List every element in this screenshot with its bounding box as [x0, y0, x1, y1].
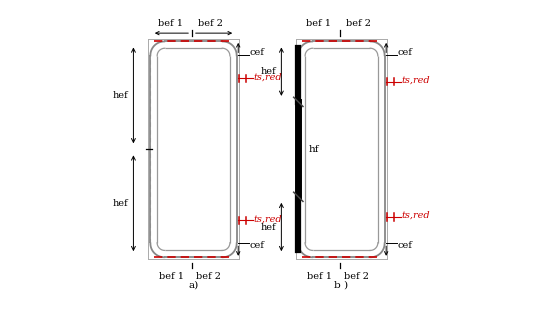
Text: cef: cef	[398, 49, 412, 57]
Text: b ): b )	[334, 280, 348, 289]
Text: a): a)	[188, 280, 198, 289]
Text: bef 2: bef 2	[198, 19, 223, 28]
Text: hf: hf	[308, 145, 319, 154]
Text: bef 1: bef 1	[308, 272, 332, 281]
Text: ts,red: ts,red	[402, 211, 431, 220]
Text: ts,red: ts,red	[402, 76, 431, 85]
Text: cef: cef	[250, 241, 264, 250]
Text: hef: hef	[260, 222, 276, 231]
Text: hef: hef	[112, 91, 128, 100]
Text: ts,red: ts,red	[254, 214, 282, 223]
Text: cef: cef	[398, 241, 412, 250]
Text: ts,red: ts,red	[254, 72, 282, 81]
Text: bef 1: bef 1	[158, 19, 183, 28]
Text: cef: cef	[250, 49, 264, 57]
Text: hef: hef	[112, 199, 128, 208]
Text: bef 2: bef 2	[196, 272, 221, 281]
Text: bef 1: bef 1	[159, 272, 185, 281]
Text: bef 2: bef 2	[345, 272, 369, 281]
Text: bef 1: bef 1	[306, 19, 331, 28]
Text: bef 2: bef 2	[346, 19, 371, 28]
Text: hef: hef	[260, 67, 276, 76]
